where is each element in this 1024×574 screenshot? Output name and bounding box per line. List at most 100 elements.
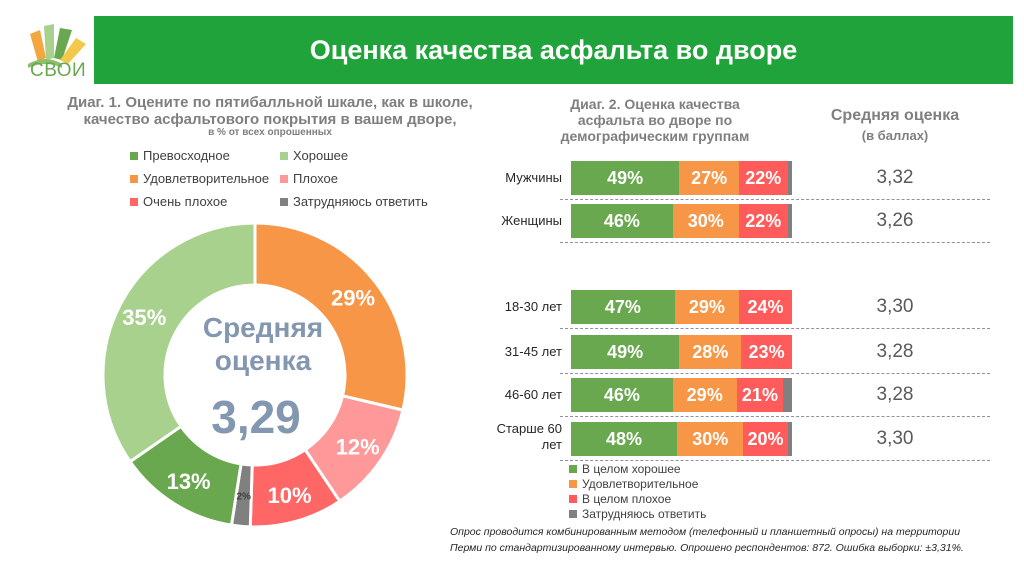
legend-label: В целом хорошее xyxy=(582,462,681,476)
legend2-item-bad: В целом плохое xyxy=(569,492,671,506)
row-label: 31-45 лет xyxy=(480,344,562,360)
legend-swatch xyxy=(130,174,138,183)
row-label: Мужчины xyxy=(480,170,562,186)
footnote-line1: Опрос проводится комбинированным методом… xyxy=(450,526,961,538)
legend-item-bad: Плохое xyxy=(280,171,338,186)
legend-swatch xyxy=(569,509,577,518)
avg-score-title: Средняя оценка xyxy=(830,107,960,124)
legend-label: Плохое xyxy=(293,171,338,186)
logo-text: СВОИ xyxy=(30,60,87,81)
avg-score-value: 3,30 xyxy=(876,296,914,317)
avg-score-value: 3,32 xyxy=(876,167,914,188)
bar-segment: 23% xyxy=(741,335,792,369)
diag1-title-line1: Диаг. 1. Оцените по пятибалльной шкале, … xyxy=(67,94,473,111)
stacked-bar: 46% 29% 21% xyxy=(571,378,792,412)
legend-label: В целом плохое xyxy=(582,492,672,506)
row-label-line: 31-45 лет xyxy=(504,344,562,359)
legend-item-no-answer: Затрудняюсь ответить xyxy=(280,194,428,209)
legend-swatch xyxy=(130,151,138,160)
row-label-line: 18-30 лет xyxy=(504,299,562,314)
center-label-line1: Средняя xyxy=(203,312,323,343)
legend-swatch xyxy=(280,174,288,183)
legend2-item-no-answer: Затрудняюсь ответить xyxy=(569,507,706,521)
row-divider xyxy=(560,328,990,329)
row-divider xyxy=(560,242,990,243)
stacked-bar: 48% 30% 20% xyxy=(571,422,792,456)
center-value: 3,29 xyxy=(211,391,301,443)
avg-score-header: Средняя оценка (в баллах) xyxy=(805,106,985,146)
legend-swatch xyxy=(280,151,288,160)
bar-segment xyxy=(787,161,792,195)
logo xyxy=(0,16,96,86)
bar-segment: 22% xyxy=(738,161,788,195)
avg-score-value: 3,30 xyxy=(876,428,914,449)
avg-score-value: 3,28 xyxy=(876,341,914,362)
bar-segment: 28% xyxy=(679,335,742,369)
page-title: Оценка качества асфальта во дворе xyxy=(309,35,798,65)
donut-slices xyxy=(101,221,409,529)
center-label-line2: оценка xyxy=(215,345,312,376)
bar-segment: 21% xyxy=(736,378,784,412)
stacked-bar: 47% 29% 24% xyxy=(571,290,792,324)
avg-score-subtitle: (в баллах) xyxy=(861,128,929,143)
footnote-line2: Перми по стандартизированному интервью. … xyxy=(450,542,964,554)
row-label-line: Женщины xyxy=(501,213,562,228)
avg-score-value: 3,28 xyxy=(876,384,914,405)
stacked-bar: 49% 28% 23% xyxy=(571,335,792,369)
row-label-line: 46-60 лет xyxy=(504,387,562,402)
legend-swatch xyxy=(130,197,138,206)
bar-segment: 20% xyxy=(743,422,788,456)
diag1-title-line2: качество асфальтового покрытия в вашем д… xyxy=(83,111,457,128)
bar-segment: 47% xyxy=(571,290,675,324)
legend-swatch xyxy=(569,494,577,503)
stacked-bar: 49% 27% 22% xyxy=(571,161,792,195)
legend-label: Хорошее xyxy=(293,148,349,163)
legend2-item-good: В целом хорошее xyxy=(569,462,681,476)
bar-segment: 49% xyxy=(571,161,680,195)
legend-label: Затрудняюсь ответить xyxy=(293,194,428,209)
bar-segment xyxy=(787,204,792,238)
legend-item-good: Хорошее xyxy=(280,148,348,163)
bar-segment: 27% xyxy=(679,161,739,195)
bar-segment xyxy=(783,378,792,412)
bar-segment: 22% xyxy=(738,204,788,238)
donut-chart: 29% 12% 10% 2% 13% 35% Средняя оценка 3,29 xyxy=(101,221,409,529)
row-divider xyxy=(560,416,990,417)
donut-data-label: 12% xyxy=(336,434,380,459)
donut-slice xyxy=(253,221,409,412)
donut-slice xyxy=(101,221,257,464)
legend-label: Удовлетворительное xyxy=(582,477,699,491)
legend-swatch xyxy=(569,479,577,488)
row-label: Женщины xyxy=(480,213,562,229)
row-label-line: лет xyxy=(541,437,562,452)
donut-data-label: 13% xyxy=(167,469,211,494)
bar-segment: 30% xyxy=(677,422,744,456)
diag1-title: Диаг. 1. Оцените по пятибалльной шкале, … xyxy=(60,94,480,128)
donut-labels: 29% 12% 10% 2% 13% 35% xyxy=(122,285,380,508)
donut-data-label: 10% xyxy=(268,483,312,508)
row-label-line: Мужчины xyxy=(505,170,562,185)
bar-segment: 24% xyxy=(738,290,792,324)
avg-score-value: 3,26 xyxy=(876,210,914,231)
bar-segment: 46% xyxy=(571,204,673,238)
logo-book-icon xyxy=(28,24,86,68)
row-label: 18-30 лет xyxy=(480,299,562,315)
bar-segment: 46% xyxy=(571,378,673,412)
bar-segment: 48% xyxy=(571,422,678,456)
row-label: 46-60 лет xyxy=(480,387,562,403)
row-divider xyxy=(560,373,990,374)
bar-segment: 29% xyxy=(674,290,739,324)
bar-segment: 49% xyxy=(571,335,680,369)
legend-label: Затрудняюсь ответить xyxy=(582,507,707,521)
legend-item-excellent: Превосходное xyxy=(130,148,230,163)
legend-label: Превосходное xyxy=(143,148,230,163)
donut-data-label: 29% xyxy=(331,285,375,310)
donut-data-label: 2% xyxy=(236,491,251,502)
legend-swatch xyxy=(569,464,577,473)
legend-label: Удовлетворительное xyxy=(143,171,270,186)
row-divider xyxy=(560,199,990,200)
legend-swatch xyxy=(280,197,288,206)
legend-label: Очень плохое xyxy=(143,194,228,209)
bar-segment xyxy=(787,422,792,456)
row-label-line: Старше 60 xyxy=(496,421,562,436)
